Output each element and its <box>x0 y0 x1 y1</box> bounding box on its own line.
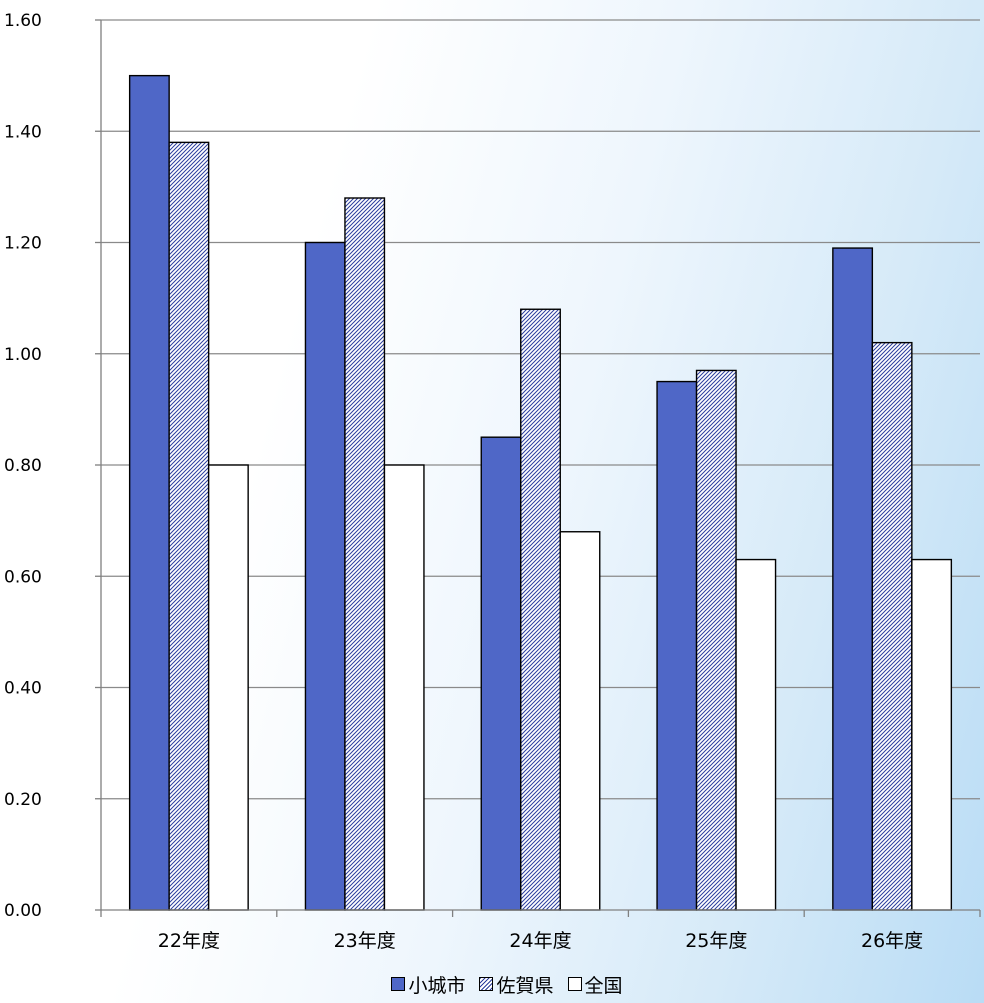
bar-national-2 <box>559 531 601 911</box>
bar-ogi-city-4 <box>832 247 874 911</box>
bar-national-4 <box>911 558 953 911</box>
bar-saga-pref-1 <box>344 197 386 911</box>
y-tick-label: 1.20 <box>4 234 42 254</box>
bar-national-0 <box>207 464 249 911</box>
x-tick-label: 24年度 <box>509 930 571 952</box>
bar-chart: 0.00 0.20 0.40 0.60 0.80 1.00 1.20 1.40 1.60 22年度… <box>4 11 981 952</box>
legend-swatch <box>391 977 406 991</box>
y-tick-label: 0.40 <box>4 679 42 699</box>
bar-national-1 <box>383 464 425 911</box>
bar-saga-pref-3 <box>695 369 737 911</box>
y-tick-label: 0.60 <box>4 567 42 587</box>
bar-ogi-city-3 <box>656 380 698 911</box>
bar-ogi-city-0 <box>128 74 170 911</box>
bar-ogi-city-1 <box>304 241 346 911</box>
y-tick-label: 0.80 <box>4 456 42 476</box>
legend-item: 小城市 <box>391 971 465 998</box>
x-tick-label: 22年度 <box>158 930 220 952</box>
bar-ogi-city-2 <box>480 436 522 911</box>
legend-label: 佐賀県 <box>496 974 554 997</box>
x-tick-label: 26年度 <box>861 930 923 952</box>
y-tick-label: 1.40 <box>4 122 42 142</box>
y-tick-label: 1.60 <box>4 11 42 31</box>
bar-saga-pref-0 <box>168 141 210 911</box>
legend-swatch <box>479 977 494 991</box>
bar-saga-pref-2 <box>520 308 561 911</box>
legend-item: 全国 <box>567 971 623 998</box>
legend-swatch <box>567 977 582 991</box>
bar-national-3 <box>735 558 777 911</box>
bar-saga-pref-4 <box>871 341 913 911</box>
legend-label: 全国 <box>584 974 623 997</box>
y-tick-label: 0.00 <box>4 901 42 921</box>
x-tick-label: 25年度 <box>685 930 747 952</box>
y-tick-label: 0.20 <box>4 790 42 810</box>
legend-label: 小城市 <box>408 974 466 997</box>
chart-legend: 小城市 佐賀県 全国 <box>0 965 984 1003</box>
y-tick-label: 1.00 <box>4 345 42 365</box>
x-tick-label: 23年度 <box>334 930 396 952</box>
legend-item: 佐賀県 <box>479 971 554 998</box>
